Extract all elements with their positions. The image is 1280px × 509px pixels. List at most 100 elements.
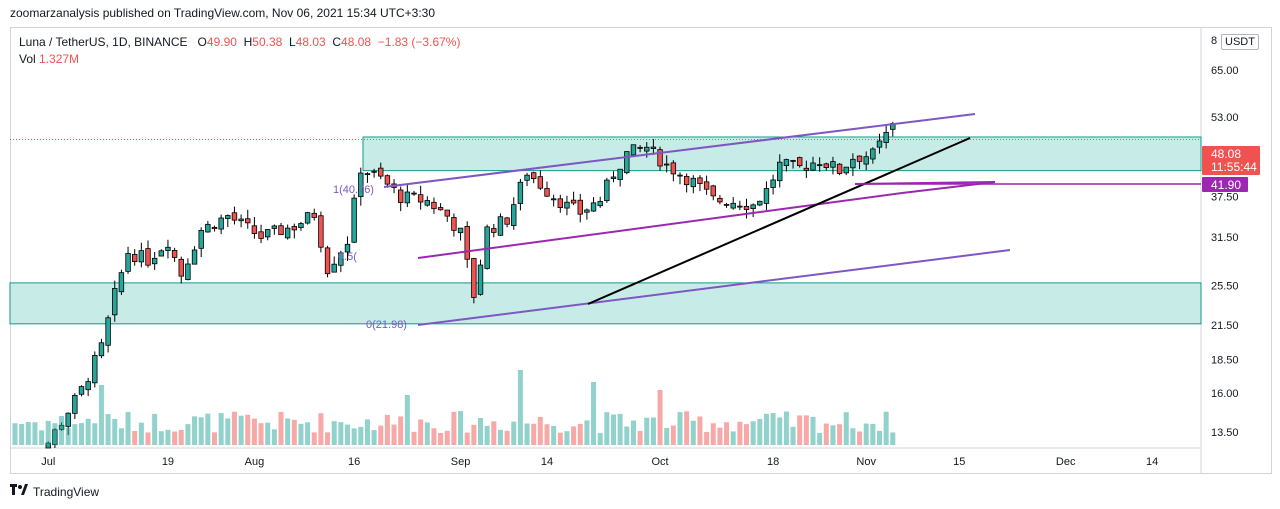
volume-bar xyxy=(325,432,331,445)
currency-badge[interactable]: USDT xyxy=(1221,34,1259,50)
candle xyxy=(790,159,796,169)
volume-bar xyxy=(338,422,344,445)
y-tick-label: 65.00 xyxy=(1211,65,1239,77)
volume-bar xyxy=(471,424,477,445)
trendline-line xyxy=(587,137,971,305)
candle xyxy=(803,160,810,178)
candle xyxy=(531,171,537,184)
legend-close: 48.08 xyxy=(341,35,372,49)
candle xyxy=(371,168,377,178)
legend-volume-value: 1.327M xyxy=(39,52,80,66)
volume-bar xyxy=(770,413,776,445)
candle xyxy=(411,190,417,196)
publish-info: zoomarzanalysis published on TradingView… xyxy=(10,6,436,20)
volume-bar xyxy=(431,428,437,445)
candle xyxy=(830,156,836,175)
candle xyxy=(364,172,371,183)
volume-bar xyxy=(192,416,198,445)
volume-bar xyxy=(212,432,217,445)
candle xyxy=(298,221,304,231)
volume-bar xyxy=(790,426,796,445)
volume-bar xyxy=(597,432,603,445)
volume-bar xyxy=(65,427,71,445)
x-tick-label: 14 xyxy=(1146,456,1158,468)
y-tick-label: 16.00 xyxy=(1211,388,1239,400)
volume-bar xyxy=(39,430,45,445)
volume-bar xyxy=(238,415,244,445)
volume-bar xyxy=(105,414,111,445)
volume-bar xyxy=(571,426,577,445)
volume-bar xyxy=(744,424,749,445)
candle xyxy=(304,211,311,225)
volume-bar xyxy=(364,419,370,445)
volume-bar xyxy=(245,414,251,445)
candle xyxy=(544,181,550,197)
candle xyxy=(690,175,696,194)
candle xyxy=(843,166,849,175)
candle xyxy=(118,269,125,296)
volume-bar xyxy=(318,413,324,445)
volume-bar xyxy=(497,429,503,445)
candle xyxy=(477,259,484,296)
volume-bar xyxy=(491,421,497,445)
chart-frame[interactable] xyxy=(10,27,1272,474)
volume-bar xyxy=(637,430,643,445)
candle xyxy=(231,206,238,225)
fib-label: 1(40.76) xyxy=(333,184,374,196)
candle xyxy=(451,213,457,237)
last-price-tag xyxy=(1202,146,1260,175)
candle xyxy=(617,168,623,187)
volume-bar xyxy=(551,425,557,445)
volume-bar xyxy=(591,382,597,445)
volume-bar xyxy=(125,411,131,445)
candle xyxy=(816,157,823,172)
candle xyxy=(810,156,816,171)
volume-bar xyxy=(531,423,537,445)
legend-change: −1.83 (−3.67%) xyxy=(377,35,461,49)
candle xyxy=(205,221,211,233)
volume-bar xyxy=(517,370,523,445)
x-tick-label: Oct xyxy=(651,456,668,468)
candle xyxy=(664,155,670,173)
volume-bar xyxy=(830,425,836,445)
volume-bar xyxy=(524,423,530,445)
volume-bar xyxy=(837,424,843,445)
volume-bar xyxy=(98,385,104,445)
candle xyxy=(424,196,430,207)
legend-symbol[interactable]: Luna / TetherUS, 1D, BINANCE xyxy=(19,35,188,49)
candle xyxy=(471,257,477,304)
candle xyxy=(151,251,158,270)
candle xyxy=(564,195,570,216)
legend-volume-label[interactable]: Vol xyxy=(19,52,36,66)
volume-bar xyxy=(704,432,710,445)
candle xyxy=(650,139,657,155)
volume-bar xyxy=(258,423,264,445)
volume-bar xyxy=(817,432,823,445)
candle xyxy=(384,174,391,188)
channel-upper-line xyxy=(383,113,976,188)
volume-bar xyxy=(291,419,297,445)
candle xyxy=(225,214,231,227)
chart-legend: Luna / TetherUS, 1D, BINANCE O49.90 H50.… xyxy=(19,34,460,68)
volume-bar xyxy=(783,411,789,445)
legend-high: 50.38 xyxy=(252,35,283,49)
volume-bar xyxy=(311,432,317,445)
candle xyxy=(856,155,863,170)
candle xyxy=(258,224,264,244)
x-tick-label: Dec xyxy=(1056,456,1076,468)
candle xyxy=(876,133,883,154)
x-tick-label: Aug xyxy=(245,456,265,468)
candle xyxy=(72,393,78,419)
candle xyxy=(743,198,750,219)
volume-bar xyxy=(823,423,829,445)
footer-brand[interactable]: TradingView xyxy=(10,484,99,499)
candle xyxy=(251,217,258,239)
volume-bar xyxy=(85,418,91,445)
legend-close-label: C xyxy=(332,35,342,49)
candle xyxy=(737,200,743,211)
volume-bar xyxy=(371,430,377,445)
tradingview-logo-icon xyxy=(10,484,28,499)
volume-bar xyxy=(763,413,769,445)
candle xyxy=(338,250,344,273)
